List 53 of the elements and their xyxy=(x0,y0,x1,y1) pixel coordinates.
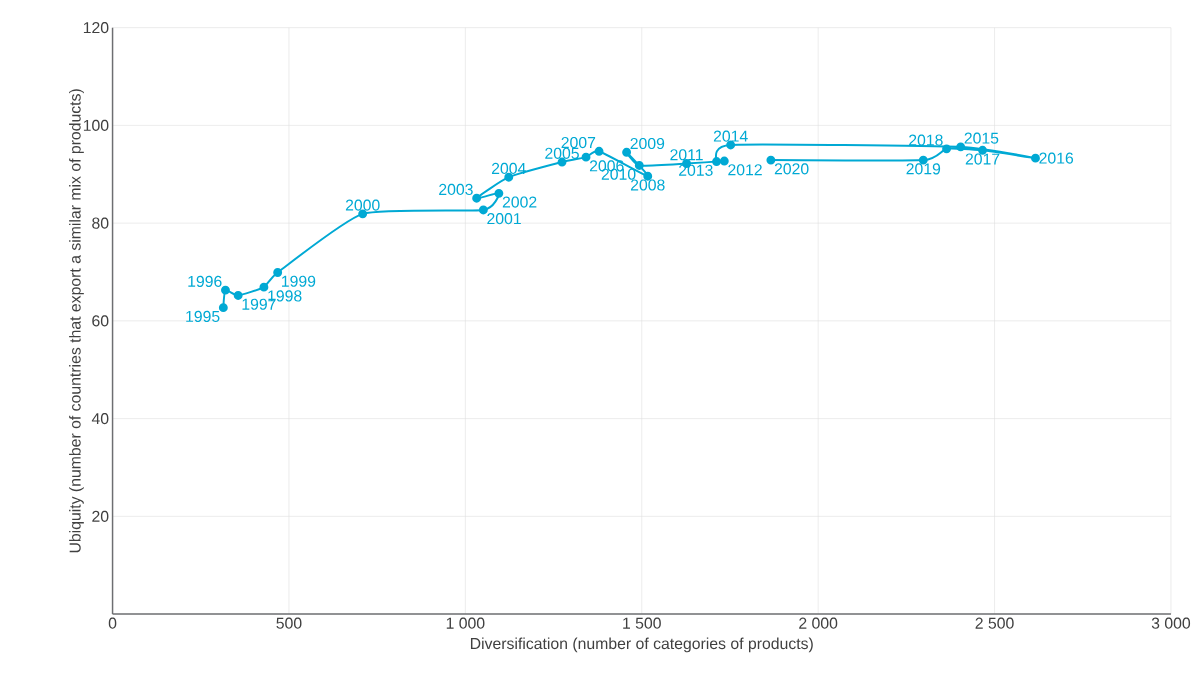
annotation: 1995 xyxy=(186,310,220,322)
point xyxy=(478,205,488,215)
x-tick-label: 1 000 xyxy=(446,617,485,629)
annotation: 1999 xyxy=(282,275,316,287)
annotation: 2017 xyxy=(965,153,1000,165)
annotation: 2004 xyxy=(491,162,526,174)
point xyxy=(494,188,504,198)
annotation: 2019 xyxy=(906,163,941,175)
annotation: 2005 xyxy=(545,147,579,159)
annotation: 2003 xyxy=(439,183,473,195)
y-tick-label: 100 xyxy=(83,119,109,131)
point xyxy=(259,282,269,292)
y-tick-label: 40 xyxy=(91,412,109,425)
annotation: 2016 xyxy=(1039,152,1074,164)
annotation: 2007 xyxy=(561,136,596,149)
y-tick-label: 60 xyxy=(92,315,109,327)
point xyxy=(581,152,591,162)
point xyxy=(273,267,283,277)
y-tick-label: 120 xyxy=(83,21,109,34)
annotation: 2000 xyxy=(345,199,380,211)
annotation: 2020 xyxy=(774,163,809,175)
y-axis-title: Ubiquity (number of countries that export a similar mix of products) xyxy=(69,89,84,553)
annotation: 2013 xyxy=(679,164,713,176)
point xyxy=(712,157,721,166)
point xyxy=(942,144,952,154)
x-tick-label: 3 000 xyxy=(1151,617,1191,629)
point xyxy=(622,147,632,157)
point xyxy=(472,193,482,203)
x-tick-label: 2 000 xyxy=(799,617,838,629)
annotation: 2011 xyxy=(670,149,703,161)
annotation: 2001 xyxy=(487,213,521,225)
annotation: 2015 xyxy=(964,132,999,144)
point xyxy=(956,142,966,152)
point xyxy=(766,155,776,165)
annotation: 2014 xyxy=(713,130,748,142)
y-tick-label: 20 xyxy=(92,510,109,522)
x-tick-label: 0 xyxy=(108,617,117,629)
point xyxy=(634,160,644,170)
annotation: 2002 xyxy=(502,196,537,208)
annotation: 2009 xyxy=(630,137,665,150)
annotation: 2008 xyxy=(630,179,665,191)
x-axis-title: Diversification (number of categories of products) xyxy=(470,637,813,653)
point xyxy=(233,290,243,300)
x-tick-label: 2 500 xyxy=(975,617,1014,629)
point xyxy=(719,156,729,166)
x-tick-label: 500 xyxy=(276,617,302,629)
annotation: 2012 xyxy=(728,164,762,176)
point xyxy=(594,146,604,156)
annotation: 1996 xyxy=(188,275,222,287)
point xyxy=(218,303,228,313)
y-tick-label: 80 xyxy=(92,217,109,229)
point xyxy=(221,285,230,295)
x-tick-label: 1 500 xyxy=(623,617,661,629)
